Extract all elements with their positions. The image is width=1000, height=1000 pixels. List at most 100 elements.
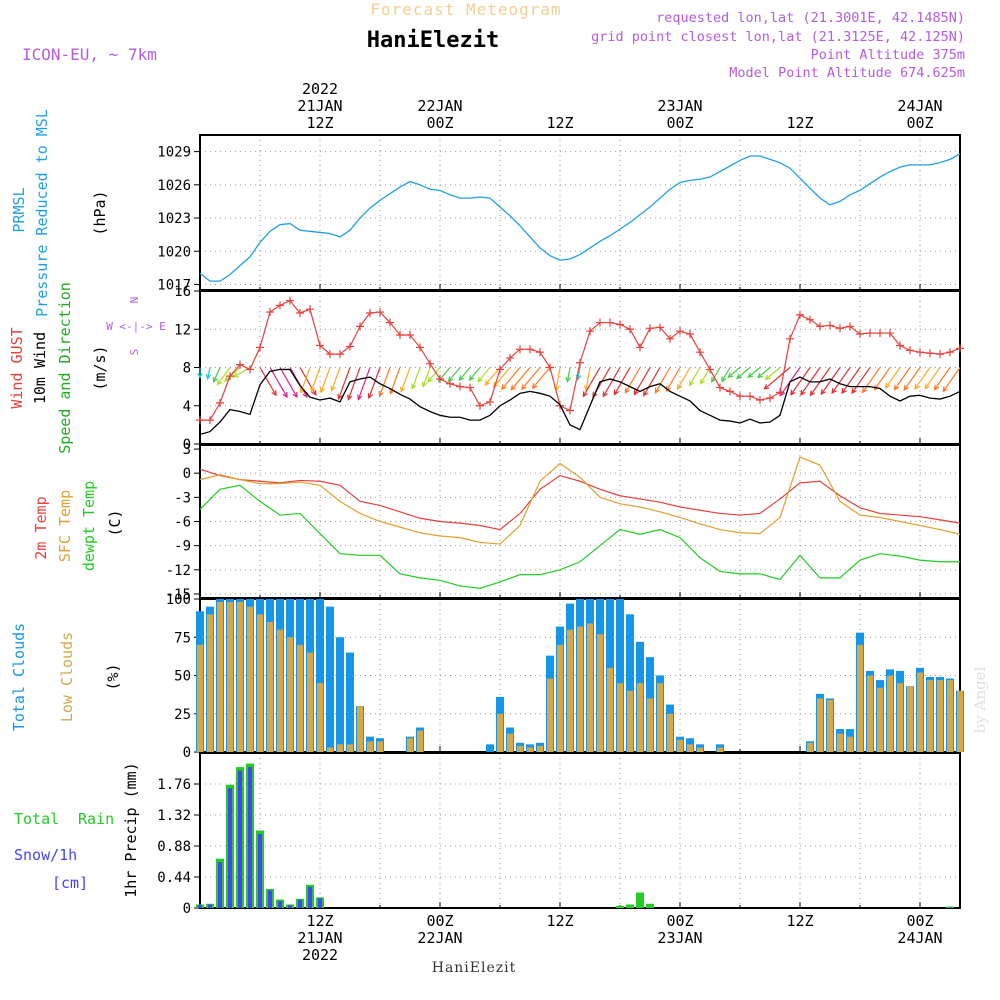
gust-marker bbox=[216, 398, 224, 407]
sfc-temp-line bbox=[199, 456, 961, 545]
low-cloud-bar bbox=[877, 687, 883, 752]
wind-ytick-label: 12 bbox=[174, 322, 191, 338]
gust-marker bbox=[246, 365, 254, 374]
bottom-time-label: 24JAN bbox=[897, 929, 942, 947]
pressure-panel-labels: PRMSL Pressure Reduced to MSL (hPa) bbox=[10, 109, 109, 317]
wind-arrow-head bbox=[736, 373, 743, 380]
wind-arrow bbox=[532, 367, 551, 389]
bottom-time-label: 12Z bbox=[786, 912, 813, 930]
low-cloud-bar bbox=[907, 686, 913, 752]
wind-arrow-head bbox=[565, 376, 571, 383]
top-time-label: 22JAN bbox=[417, 97, 462, 115]
low-cloud-bar bbox=[677, 739, 683, 752]
wind-arrow-head bbox=[510, 384, 517, 391]
gust-marker bbox=[396, 330, 404, 339]
wind-arrow bbox=[790, 367, 811, 396]
gust-marker bbox=[386, 318, 394, 327]
low-cloud-bar bbox=[817, 698, 823, 752]
wind-arrow bbox=[613, 367, 631, 395]
wind-arrow-head bbox=[624, 387, 630, 394]
wind-arrow-head bbox=[665, 385, 672, 393]
gust-marker bbox=[286, 296, 294, 305]
low-cloud-bar bbox=[227, 602, 233, 752]
wind-ytick-label: 16 bbox=[174, 284, 191, 300]
dew-label: dewpt Temp bbox=[80, 481, 98, 571]
wind-arrow-head bbox=[676, 384, 683, 391]
temp-panel-labels: 2m Temp SFC Temp dewpt Temp (C) bbox=[32, 481, 124, 571]
wind-arrow bbox=[224, 367, 241, 382]
cloud-bars bbox=[196, 599, 964, 752]
gust-marker bbox=[926, 349, 934, 358]
wind-arrow bbox=[757, 367, 771, 379]
rain-bar bbox=[616, 905, 624, 908]
gust-marker bbox=[736, 392, 744, 401]
wind-arrow bbox=[331, 367, 341, 391]
wind-panel: 0 4 8 12 16 bbox=[174, 284, 961, 453]
gust-marker bbox=[866, 329, 874, 338]
wind-arrow-head bbox=[861, 387, 868, 394]
wind-arrow bbox=[903, 367, 921, 391]
wind-direction-arrows bbox=[197, 366, 961, 401]
wind-arrow bbox=[764, 367, 791, 390]
gust-marker bbox=[706, 365, 714, 374]
low-cloud-label: Low Clouds bbox=[58, 632, 76, 722]
wind-arrow-head bbox=[197, 372, 203, 380]
precip-frame bbox=[199, 752, 961, 909]
wind-arrow-head bbox=[721, 376, 727, 383]
gust-marker bbox=[696, 348, 704, 357]
wind-arrow bbox=[501, 367, 521, 390]
wind-arrow-head bbox=[500, 384, 507, 391]
wind-arrow-head bbox=[893, 384, 900, 391]
compass-we: W <-|-> E bbox=[106, 320, 166, 333]
bottom-time-label: 23JAN bbox=[657, 929, 702, 947]
gust-marker bbox=[576, 358, 584, 367]
gust-marker bbox=[906, 346, 914, 355]
low-cloud-bar bbox=[617, 683, 623, 752]
wind-arrow bbox=[338, 367, 351, 399]
wind-arrow-head bbox=[809, 390, 816, 397]
bottom-time-label: 21JAN bbox=[297, 929, 342, 947]
wind-arrow bbox=[279, 367, 298, 398]
low-cloud-bar bbox=[847, 736, 853, 752]
wind-arrow bbox=[585, 367, 591, 391]
wind-arrow-head bbox=[205, 373, 212, 381]
gust-marker bbox=[516, 345, 524, 354]
temperature-ytick-label: -6 bbox=[174, 515, 191, 531]
wind-arrow bbox=[269, 367, 288, 398]
wind-arrow-head bbox=[357, 394, 363, 401]
cloud-panel-labels: Total Clouds Low Clouds (%) bbox=[10, 623, 122, 731]
top-time-label: 2022 bbox=[302, 80, 338, 98]
wind-arrow bbox=[934, 367, 951, 390]
gust-markers bbox=[196, 296, 964, 425]
snow-bar bbox=[198, 905, 202, 908]
wind-arrow-head bbox=[820, 389, 827, 396]
top-time-label: 00Z bbox=[426, 114, 453, 132]
wind-arrow-head bbox=[711, 376, 717, 383]
low-cloud-bar bbox=[637, 683, 643, 752]
low-cloud-bar bbox=[937, 680, 943, 752]
gust-marker bbox=[876, 329, 884, 338]
compass-n: N bbox=[128, 297, 141, 304]
pressure-ytick-label: 1017 bbox=[157, 277, 191, 293]
bottom-time-label: 12Z bbox=[306, 912, 333, 930]
gust-marker bbox=[406, 330, 414, 339]
gust-marker bbox=[756, 396, 764, 405]
wind-arrow-head bbox=[411, 383, 417, 390]
wind-arrow-head bbox=[688, 380, 695, 387]
low-cloud-bar bbox=[217, 602, 223, 752]
wind-arrow-head bbox=[337, 393, 343, 401]
gust-marker bbox=[196, 416, 204, 425]
gust-marker bbox=[816, 322, 824, 331]
low-cloud-bar bbox=[897, 683, 903, 752]
pressure-ytick-label: 1026 bbox=[157, 178, 191, 194]
top-time-label: 12Z bbox=[546, 114, 573, 132]
wind-arrow-head bbox=[756, 372, 764, 379]
wind-arrow-head bbox=[763, 384, 770, 390]
wind-arrow-head bbox=[311, 389, 317, 397]
grid-coords: grid point closest lon,lat (21.3125E, 42… bbox=[591, 29, 965, 45]
low-cloud-bar bbox=[807, 742, 813, 752]
low-cloud-bar bbox=[367, 741, 373, 752]
top-time-label: 23JAN bbox=[657, 97, 702, 115]
